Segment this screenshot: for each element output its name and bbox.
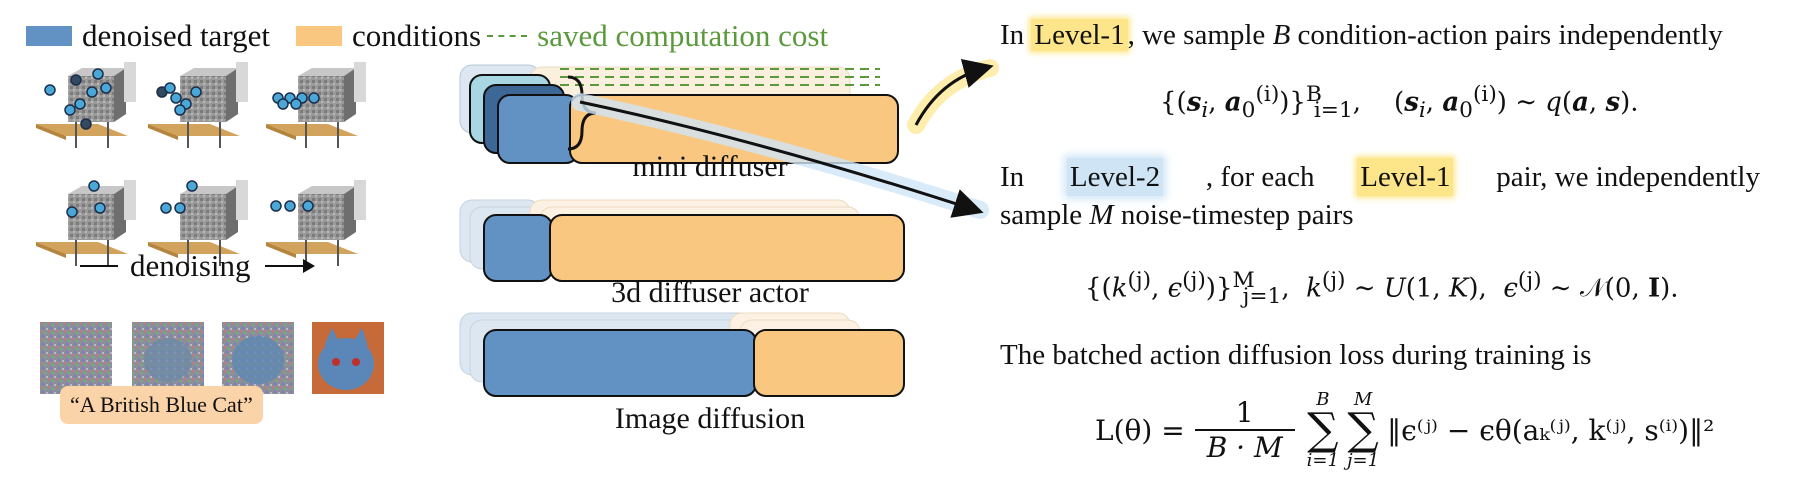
paragraph-level1: In Level-1, we sample B condition-action… [1000, 16, 1790, 54]
block-diagrams [459, 64, 905, 397]
label-mini-diffuser: mini diffuser [632, 150, 788, 183]
image-diffusion-blocks [459, 312, 905, 397]
legend-denoised-label: denoised target [82, 18, 270, 53]
level1-highlight-2: Level-1 [1357, 158, 1454, 196]
eq3-num: 1 [1235, 396, 1254, 429]
p1-pre: In [1000, 19, 1032, 51]
cat-thumbnails [40, 322, 410, 402]
denoising-label: denoising [130, 248, 251, 283]
paragraph-loss: The batched action diffusion loss during… [1000, 339, 1592, 371]
p2-b: , for each [1205, 161, 1315, 193]
var-M: M [1089, 199, 1114, 231]
equation-3: L(θ) = 1 B · M B ∑ i=1 M ∑ j=1 ‖ϵ⁽ʲ⁾ − ϵ… [1095, 380, 1714, 480]
actor-blocks [459, 199, 905, 282]
p2-a: In [1000, 161, 1025, 193]
p2-line1: In Level-2 , for each Level-1 pair, we i… [1000, 158, 1760, 196]
p1-post: , we sample [1127, 19, 1273, 51]
denoising-dash [80, 265, 118, 267]
paragraph-level2: In Level-2 , for each Level-1 pair, we i… [1000, 158, 1760, 234]
eq3-lhs: L(θ) = [1095, 413, 1185, 447]
denoising-row: denoising [80, 246, 315, 286]
eq3-sum2-top: M [1353, 389, 1373, 410]
cat-caption: “A British Blue Cat” [60, 386, 263, 424]
cat-noise-1 [40, 322, 112, 394]
legend-saved-label: saved computation cost [537, 18, 829, 53]
legend-dashed-line [487, 35, 528, 37]
level2-highlight: Level-2 [1066, 158, 1164, 196]
eq3-sum1: B ∑ i=1 [1306, 389, 1339, 471]
eq3-den: B · M [1206, 431, 1283, 464]
cat-thumbnail-strip [40, 322, 384, 394]
connector-arrows [571, 58, 999, 219]
equation-2: {(k(j), ϵ(j))}Mj=1, k(j) ∼ U(1, K), ϵ(j)… [1085, 268, 1679, 309]
p1-end: condition-action pairs independently [1290, 19, 1723, 51]
equation-1: {(si, a0(i))}Bi=1, (si, a0(i)) ∼ q(a, s)… [1160, 82, 1639, 123]
label-image-diffusion: Image diffusion [614, 402, 806, 435]
label-3d-diffuser-actor: 3d diffuser actor [611, 276, 809, 309]
eq3-sum1-bot: i=1 [1306, 450, 1339, 471]
level1-highlight: Level-1 [1031, 19, 1128, 51]
var-B: B [1272, 19, 1291, 51]
eq3-sum2: M ∑ j=1 [1346, 389, 1380, 471]
robot-thumbnail-grid [28, 61, 418, 297]
p2-d: sample [1000, 199, 1090, 231]
eq3-sum2-bot: j=1 [1346, 450, 1380, 471]
legend-swatch-denoised [26, 26, 72, 46]
eq3-sum1-top: B [1316, 389, 1330, 410]
denoising-arrow [264, 259, 315, 273]
eq3-bar [1194, 429, 1295, 431]
eq3-fraction: 1 B · M [1194, 396, 1295, 464]
p2-e: noise-timestep pairs [1113, 199, 1354, 231]
p2-line2: sample M noise-timestep pairs [1000, 196, 1760, 234]
legend-conditions-label: conditions [351, 18, 482, 53]
legend: denoised target conditions saved computa… [26, 14, 828, 58]
eq3-body: ‖ϵ⁽ʲ⁾ − ϵθ(aₖ⁽ʲ⁾, k⁽ʲ⁾, s⁽ⁱ⁾)‖² [1387, 413, 1715, 447]
legend-swatch-conditions [295, 26, 342, 46]
p2-c: pair, we independently [1496, 161, 1760, 193]
robot-scenes [35, 61, 367, 267]
